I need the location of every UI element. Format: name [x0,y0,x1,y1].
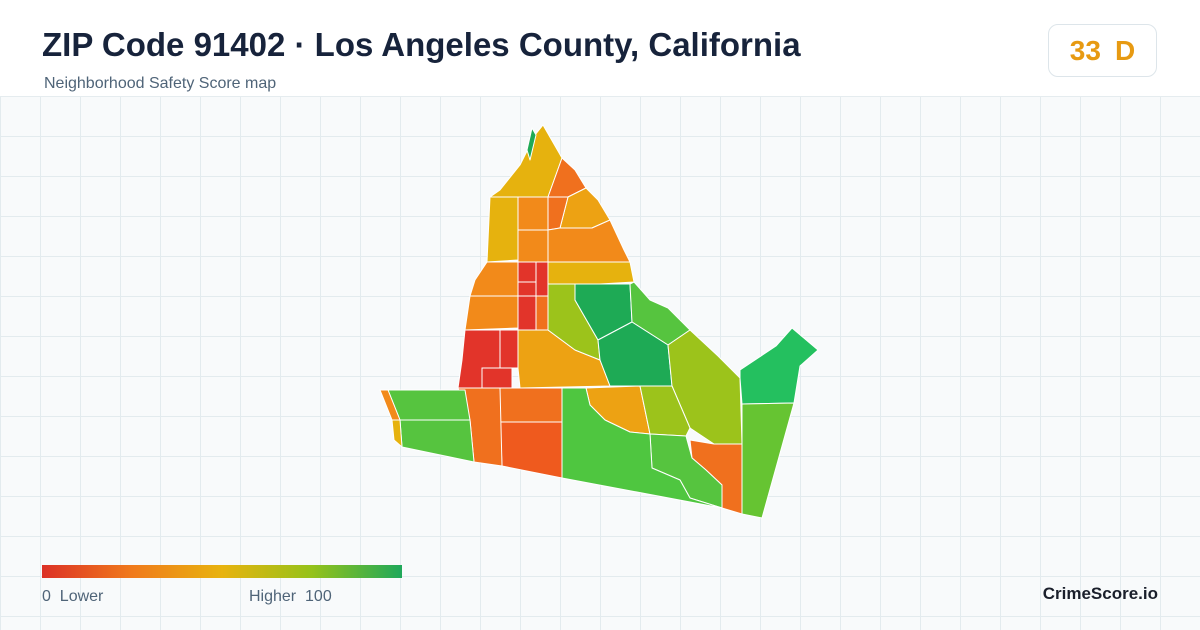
page-title: ZIP Code 91402 · Los Angeles County, Cal… [42,26,801,63]
map-region[interactable] [535,261,549,297]
map-region[interactable] [499,329,519,369]
map-region[interactable] [517,295,537,331]
legend-min-value: 0 [42,588,51,605]
map-region[interactable] [517,261,537,283]
map-region[interactable] [499,421,563,479]
map-region[interactable] [547,261,635,285]
legend-max-text: Higher [249,588,297,605]
legend-max-value: 100 [305,588,332,605]
legend-min-text: Lower [59,588,104,605]
map-region[interactable] [526,127,537,161]
page-header: ZIP Code 91402 · Los Angeles County, Cal… [0,0,1200,97]
map-region[interactable] [486,196,519,263]
map-region[interactable] [561,387,723,509]
page-subtitle: Neighborhood Safety Score map [44,75,277,92]
map-region[interactable] [387,389,471,421]
map-region[interactable] [517,229,549,263]
legend-gradient-bar [42,565,402,578]
score-value: 33 [1069,34,1101,66]
map-region[interactable] [517,281,537,297]
map-region[interactable] [517,196,549,231]
map-region[interactable] [499,387,563,423]
map-region[interactable] [391,419,403,448]
map-region[interactable] [741,402,795,519]
map-region[interactable] [464,295,519,331]
map-region[interactable] [399,419,475,463]
map-region[interactable] [489,124,563,198]
map-region[interactable] [469,261,519,297]
map-region[interactable] [481,367,513,389]
legend-lower-label: 0 Lower [42,588,103,606]
map-region[interactable] [739,327,819,405]
map-region[interactable] [535,295,549,331]
safety-score-badge: 33 D [1048,24,1157,77]
brand-logo-text[interactable]: CrimeScore.io [1042,584,1158,603]
legend-higher-label: Higher 100 [249,588,332,606]
score-grade: D [1114,34,1136,66]
map-region[interactable] [639,385,691,437]
